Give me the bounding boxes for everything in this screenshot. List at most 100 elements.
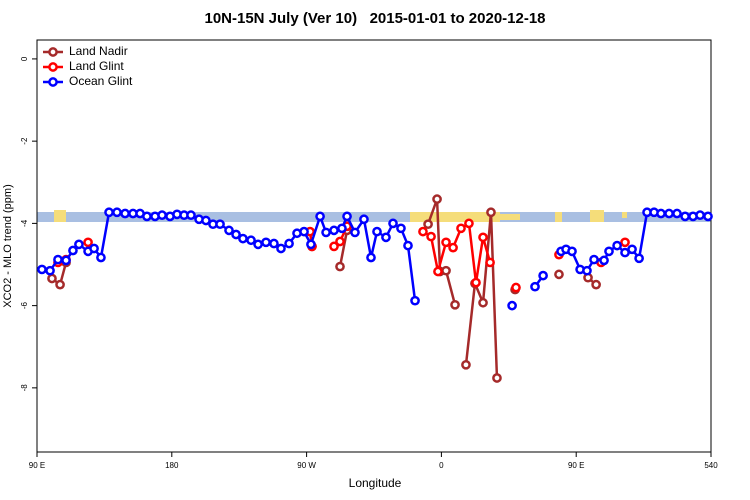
data-point	[433, 266, 443, 277]
data-point	[450, 299, 460, 310]
data-point	[589, 254, 599, 265]
data-point	[664, 208, 674, 219]
x-tick-label: 90 E	[29, 461, 45, 470]
x-tick-label: 0	[439, 461, 444, 470]
legend-swatch-marker	[48, 62, 58, 72]
data-point	[269, 238, 279, 249]
y-tick-label: 0	[20, 56, 29, 61]
ocean-strip	[37, 212, 711, 222]
data-point	[359, 214, 369, 225]
data-point	[423, 219, 433, 230]
data-point	[61, 255, 71, 266]
data-point	[695, 210, 705, 221]
data-point	[89, 243, 99, 254]
data-point	[403, 240, 413, 251]
data-point	[335, 236, 345, 247]
data-point	[342, 211, 352, 222]
legend-swatch-marker	[48, 77, 58, 87]
data-point	[215, 219, 225, 230]
chart-title: 10N-15N July (Ver 10) 2015-01-01 to 2020…	[204, 10, 545, 27]
land-patch	[622, 212, 627, 218]
y-tick-label: -2	[20, 137, 29, 145]
data-point	[567, 246, 577, 257]
data-point	[599, 255, 609, 266]
data-point	[201, 215, 211, 226]
data-point	[461, 359, 471, 370]
land-patch	[410, 212, 500, 222]
data-point	[55, 279, 65, 290]
data-point	[604, 246, 614, 257]
data-point	[612, 240, 622, 251]
x-tick-label: 90 E	[568, 461, 584, 470]
data-point	[486, 207, 496, 218]
data-point	[530, 281, 540, 292]
data-point	[396, 223, 406, 234]
data-point	[456, 223, 466, 234]
data-point	[538, 270, 548, 281]
data-point	[656, 208, 666, 219]
data-point	[485, 257, 495, 268]
data-point	[478, 232, 488, 243]
data-point	[47, 273, 57, 284]
data-point	[703, 211, 713, 222]
land-patch	[590, 210, 604, 222]
legend-swatch-marker	[48, 47, 58, 57]
data-point	[372, 226, 382, 237]
data-point	[231, 229, 241, 240]
data-point	[53, 254, 63, 265]
data-point	[74, 239, 84, 250]
data-point	[478, 297, 488, 308]
data-point	[507, 300, 517, 311]
x-tick-label: 180	[165, 461, 179, 470]
data-point	[471, 277, 481, 288]
legend-label: Ocean Glint	[69, 74, 133, 88]
data-point	[554, 269, 564, 280]
data-point	[284, 238, 294, 249]
plot-frame	[36, 39, 712, 453]
data-point	[276, 243, 286, 254]
data-point	[432, 194, 442, 204]
data-point	[350, 227, 360, 238]
data-point	[329, 241, 339, 252]
data-point	[620, 237, 630, 248]
data-point	[627, 244, 637, 255]
data-point	[112, 207, 122, 218]
data-point	[104, 207, 114, 218]
data-point	[306, 239, 316, 250]
data-point	[464, 218, 474, 229]
data-point	[37, 264, 47, 275]
data-point	[511, 282, 521, 293]
data-point	[441, 237, 451, 248]
data-point	[672, 208, 682, 219]
y-tick-label: -8	[20, 384, 29, 392]
data-point	[224, 225, 234, 236]
data-point	[142, 211, 152, 222]
data-point	[492, 373, 502, 383]
data-point	[426, 231, 436, 242]
data-point	[366, 252, 376, 263]
land-patch	[555, 212, 562, 222]
x-tick-label: 540	[704, 461, 718, 470]
data-point	[441, 265, 451, 276]
data-point	[315, 211, 325, 222]
data-point	[238, 233, 248, 244]
legend-label: Land Glint	[69, 59, 124, 73]
data-point	[448, 242, 458, 253]
data-point	[388, 218, 398, 229]
data-point	[186, 210, 196, 221]
data-point	[410, 295, 420, 306]
land-patch	[500, 214, 520, 220]
data-point	[321, 227, 331, 238]
data-point	[329, 225, 339, 236]
data-point	[120, 208, 130, 219]
data-point	[299, 226, 309, 237]
x-axis-label: Longitude	[349, 476, 402, 490]
x-tick-label: 90 W	[297, 461, 316, 470]
data-point	[246, 235, 256, 246]
data-point	[96, 252, 106, 263]
land-patch	[54, 210, 66, 222]
data-point	[157, 210, 167, 221]
legend-label: Land Nadir	[69, 44, 128, 58]
